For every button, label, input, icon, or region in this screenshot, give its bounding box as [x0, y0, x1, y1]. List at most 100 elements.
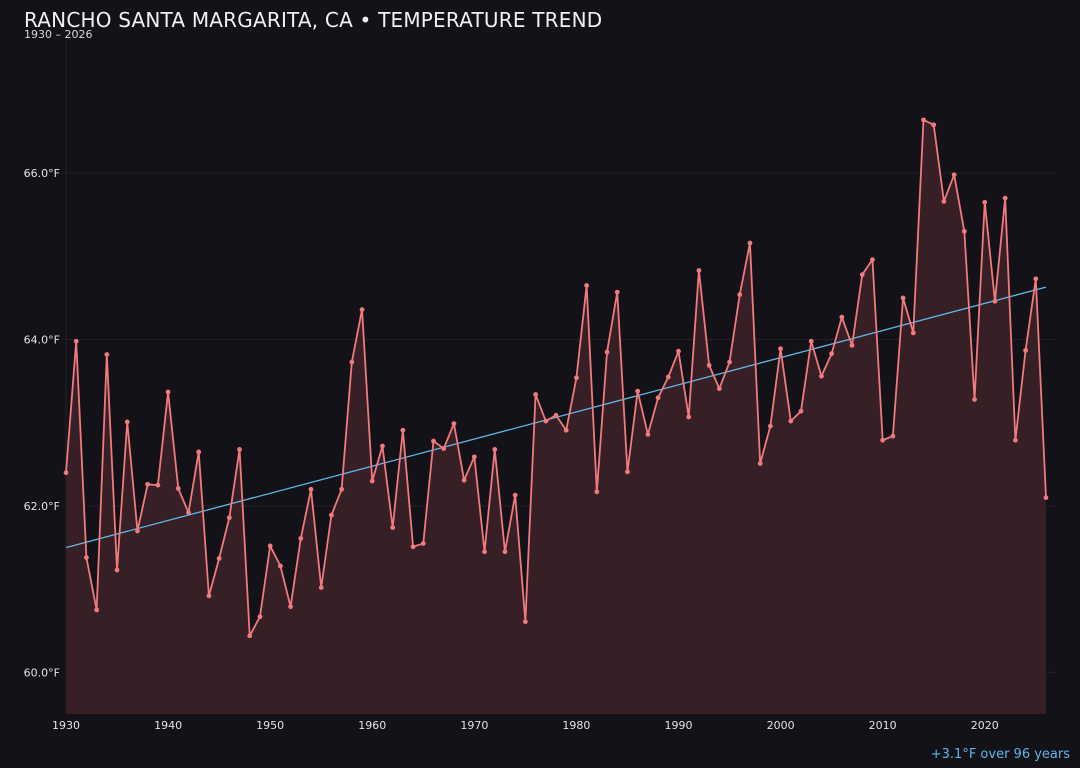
data-point	[808, 338, 814, 344]
data-point	[788, 418, 794, 424]
data-point	[655, 395, 661, 401]
data-point	[114, 567, 120, 573]
data-point	[563, 427, 569, 433]
data-point	[747, 240, 753, 246]
y-tick-label: 64.0°F	[24, 334, 60, 347]
data-point	[1023, 347, 1028, 353]
data-point	[543, 418, 549, 424]
data-point	[186, 510, 191, 516]
data-point	[1002, 195, 1008, 201]
data-point	[175, 486, 181, 491]
data-point	[400, 427, 406, 433]
data-point	[94, 607, 100, 613]
data-point	[1012, 437, 1018, 443]
data-point	[635, 388, 641, 394]
data-point	[706, 362, 712, 368]
data-point	[614, 289, 620, 295]
chart-title: RANCHO SANTA MARGARITA, CA • TEMPERATURE…	[24, 8, 603, 32]
data-point	[604, 349, 610, 355]
data-point	[216, 556, 222, 561]
data-point	[839, 314, 845, 320]
x-tick-label: 1940	[154, 719, 182, 732]
y-tick-label: 62.0°F	[24, 500, 60, 513]
data-point	[145, 481, 151, 487]
data-point	[584, 283, 590, 288]
data-point	[502, 549, 508, 555]
data-point	[512, 492, 518, 498]
x-tick-label: 2020	[971, 719, 999, 732]
data-point	[972, 397, 977, 402]
data-point	[961, 228, 967, 234]
data-point	[1043, 495, 1049, 501]
data-point	[533, 392, 538, 397]
data-point	[992, 298, 998, 304]
data-point	[778, 346, 783, 352]
data-point	[676, 348, 681, 354]
data-point	[349, 359, 355, 365]
data-point	[471, 454, 477, 460]
data-point	[380, 443, 385, 449]
data-point	[288, 604, 293, 610]
data-point	[359, 307, 365, 312]
x-tick-label: 1990	[665, 719, 693, 732]
data-point	[931, 122, 937, 128]
data-point	[890, 433, 896, 439]
data-point	[594, 489, 600, 495]
x-tick-label: 1930	[52, 719, 80, 732]
data-point	[308, 486, 314, 492]
data-point	[420, 541, 426, 546]
data-point	[900, 295, 906, 301]
data-point	[798, 408, 804, 414]
x-axis-ticks: 1930 1940 1950 1960 1970 1980 1990 2000 2010 2020	[52, 719, 999, 732]
data-point	[390, 525, 396, 531]
x-tick-label: 1960	[358, 719, 386, 732]
x-tick-label: 1980	[562, 719, 590, 732]
data-point	[829, 351, 835, 357]
data-point	[298, 536, 304, 541]
data-point	[237, 446, 242, 452]
data-point	[921, 117, 926, 123]
x-tick-label: 2010	[869, 719, 897, 732]
data-point	[870, 257, 875, 263]
data-point	[431, 438, 436, 444]
data-point	[84, 555, 89, 560]
data-point	[318, 585, 324, 590]
data-point	[982, 199, 988, 205]
data-point	[451, 421, 457, 426]
data-point	[206, 593, 212, 599]
data-point	[645, 432, 651, 437]
chart-subtitle: 1930 – 2026	[24, 28, 93, 41]
data-point	[625, 469, 630, 475]
data-point	[716, 386, 722, 392]
data-point	[880, 437, 886, 443]
data-point	[63, 470, 69, 476]
data-point	[665, 374, 671, 380]
y-axis-ticks: 60.0°F 62.0°F 64.0°F 66.0°F	[24, 167, 60, 679]
x-tick-label: 2000	[767, 719, 795, 732]
data-point	[247, 633, 253, 639]
data-point	[277, 563, 283, 569]
data-point	[849, 342, 855, 348]
data-point	[165, 389, 171, 395]
data-point	[461, 477, 467, 483]
data-point	[941, 199, 947, 204]
data-point	[104, 352, 110, 357]
data-point	[910, 330, 916, 336]
data-point	[135, 528, 140, 534]
data-point	[329, 512, 334, 518]
data-point	[226, 515, 232, 521]
data-point	[492, 446, 498, 452]
data-point	[339, 486, 345, 492]
data-point	[686, 414, 692, 420]
data-point	[737, 292, 743, 298]
data-point	[727, 359, 732, 365]
data-points	[63, 117, 1049, 639]
data-point	[196, 449, 202, 455]
trend-annotation: +3.1°F over 96 years	[930, 747, 1070, 762]
data-point	[1033, 276, 1039, 282]
x-tick-label: 1970	[460, 719, 488, 732]
data-point	[951, 172, 957, 178]
data-point	[155, 482, 161, 488]
